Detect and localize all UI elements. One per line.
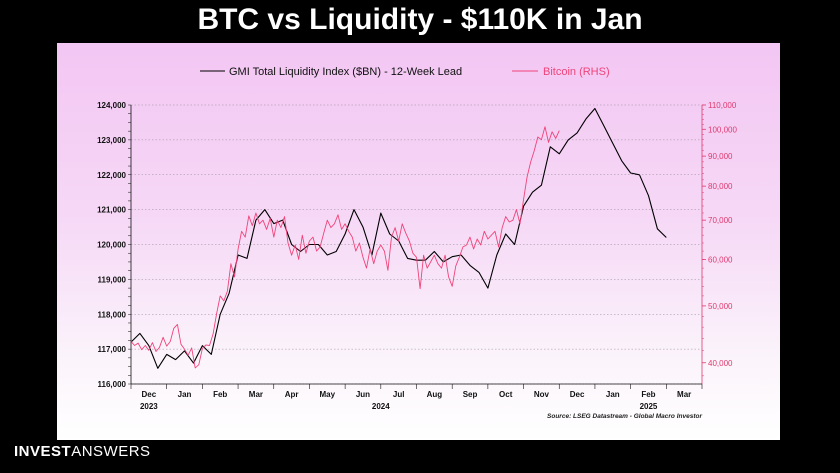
x-tick-label: Jun: [356, 390, 370, 399]
x-year-label: 2025: [640, 402, 658, 411]
logo-invest: INVEST: [14, 443, 72, 460]
y-right-tick-label: 110,000: [708, 101, 737, 110]
chart-svg: GMI Total Liquidity Index ($BN) - 12-Wee…: [97, 66, 737, 420]
y-right-tick-label: 40,000: [708, 359, 733, 368]
x-tick-label: Jan: [606, 390, 620, 399]
x-tick-label: Mar: [249, 390, 263, 399]
x-tick-label: Sep: [463, 390, 478, 399]
chart-panel: GMI Total Liquidity Index ($BN) - 12-Wee…: [57, 43, 780, 440]
y-left-tick-label: 122,000: [97, 171, 126, 180]
source-note: Source: LSEG Datastream - Global Macro I…: [547, 413, 702, 420]
x-tick-label: Oct: [499, 390, 513, 399]
y-right-tick-label: 70,000: [708, 216, 733, 225]
y-right-tick-label: 90,000: [708, 152, 733, 161]
x-tick-label: Nov: [534, 390, 550, 399]
y-left-tick-label: 121,000: [97, 206, 126, 215]
y-right-tick-label: 80,000: [708, 182, 733, 191]
y-right-tick-label: 60,000: [708, 255, 733, 264]
x-tick-label: Dec: [142, 390, 157, 399]
x-tick-label: Jan: [178, 390, 192, 399]
y-left-tick-label: 120,000: [97, 241, 126, 250]
x-tick-label: Dec: [570, 390, 585, 399]
x-tick-label: Aug: [427, 390, 443, 399]
x-year-label: 2023: [140, 402, 158, 411]
x-tick-label: May: [320, 390, 336, 399]
y-left-tick-label: 119,000: [98, 275, 127, 284]
legend-liquidity-label: GMI Total Liquidity Index ($BN) - 12-Wee…: [229, 66, 462, 78]
series-liquidity-line: [130, 107, 640, 369]
investanswers-logo: INVESTANSWERS: [14, 442, 151, 462]
x-tick-label: Jul: [393, 390, 405, 399]
y-left-tick-label: 124,000: [97, 101, 126, 110]
y-right-tick-label: 50,000: [708, 302, 733, 311]
series-liquidity-line: [638, 174, 667, 238]
y-right-tick-label: 100,000: [708, 125, 737, 134]
x-tick-label: Feb: [641, 390, 655, 399]
y-left-tick-label: 123,000: [97, 136, 126, 145]
legend-bitcoin-label: Bitcoin (RHS): [543, 66, 610, 78]
y-left-tick-label: 116,000: [98, 380, 127, 389]
x-tick-label: Apr: [285, 390, 299, 399]
y-left-tick-label: 117,000: [98, 345, 127, 354]
x-year-label: 2024: [372, 402, 390, 411]
slide-title: BTC vs Liquidity - $110K in Jan: [197, 3, 643, 36]
y-left-tick-label: 118,000: [98, 310, 127, 319]
x-tick-label: Mar: [677, 390, 691, 399]
x-tick-label: Feb: [213, 390, 227, 399]
series-bitcoin-line: [130, 126, 560, 369]
logo-answers: ANSWERS: [71, 443, 151, 460]
